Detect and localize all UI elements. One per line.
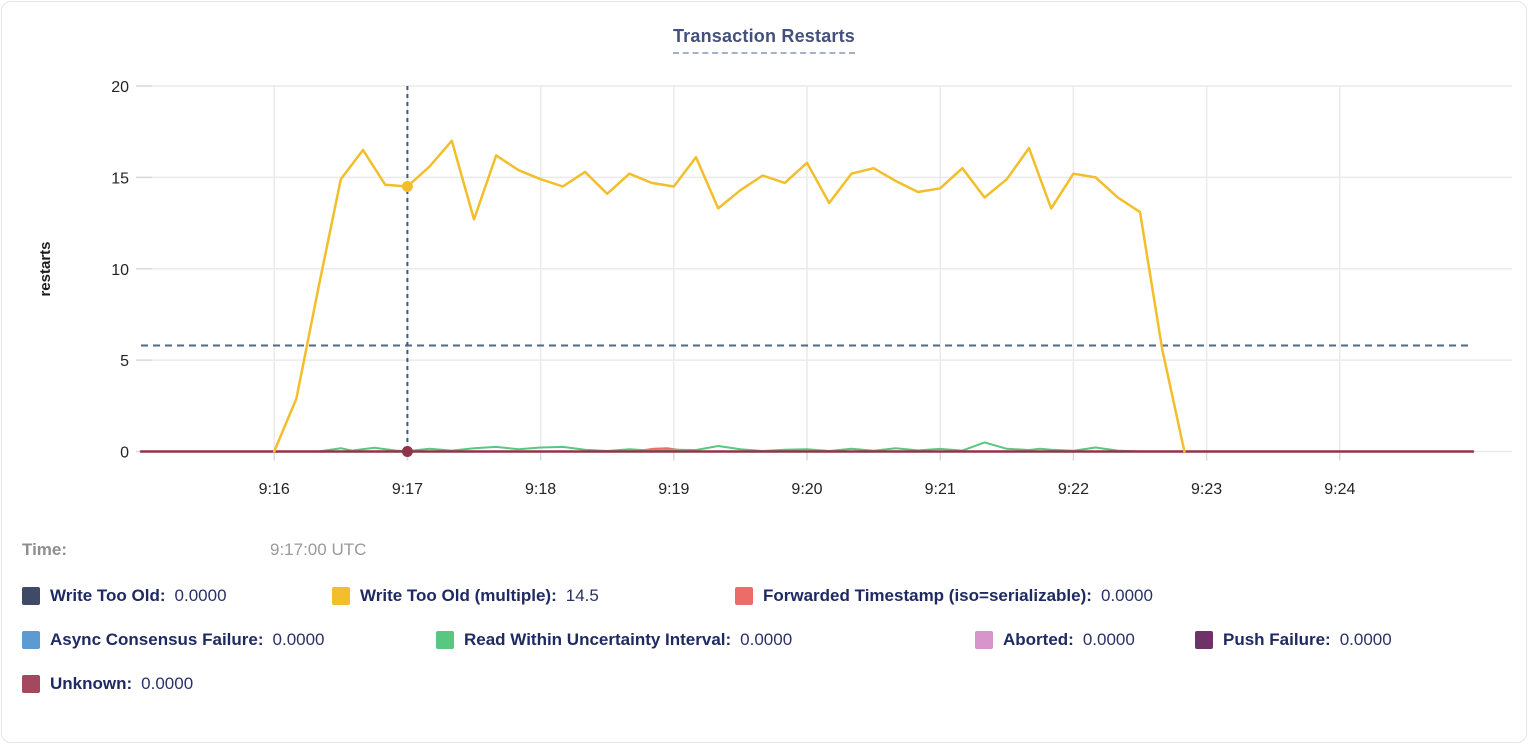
- x-tick-label: 9:22: [1058, 481, 1089, 498]
- legend-swatch-aborted: [975, 631, 993, 649]
- legend-value: 0.0000: [1339, 630, 1392, 649]
- transaction-restarts-chart[interactable]: 0 5 10 15 20 9:16 9:17 9:18 9:19 9:20 9:21 9:22 9:23…: [2, 2, 1528, 522]
- legend-item-read-within-uncertainty-interval: Read Within Uncertainty Interval: 0.0000: [436, 630, 792, 650]
- x-tick-label: 9:18: [525, 481, 556, 498]
- legend-value: 14.5: [565, 586, 599, 605]
- y-tick-label: 5: [120, 353, 129, 370]
- series-line-write-too-old-multiple: [272, 139, 1186, 453]
- legend-row: Async Consensus Failure: 0.0000 Read Withi…: [2, 630, 1526, 660]
- legend-label: Write Too Old (multiple):: [360, 586, 557, 605]
- x-tick-label: 9:24: [1324, 481, 1355, 498]
- time-value: 9:17:00 UTC: [270, 540, 367, 559]
- legend-row: Write Too Old: 0.0000 Write Too Old (multi…: [2, 586, 1526, 616]
- chart-plot-area[interactable]: [141, 86, 1473, 452]
- legend-value: 0.0000: [1100, 586, 1153, 605]
- series-line-read-within-uncertainty-interval: [317, 441, 1141, 453]
- crosshair-dot-write-too-old-multiple: [401, 181, 413, 193]
- y-tick-label: 0: [120, 445, 129, 462]
- legend-label: Forwarded Timestamp (iso=serializable):: [763, 586, 1092, 605]
- legend-item-async-consensus-failure: Async Consensus Failure: 0.0000: [22, 630, 325, 650]
- legend-swatch-async-consensus-failure: [22, 631, 40, 649]
- legend-swatch-push-failure: [1195, 631, 1213, 649]
- legend-swatch-write-too-old-multiple: [332, 587, 350, 605]
- x-tick-label: 9:16: [259, 481, 290, 498]
- legend-item-aborted: Aborted: 0.0000: [975, 630, 1135, 650]
- chart-title-wrap: Transaction Restarts: [2, 26, 1526, 54]
- legend-label: Read Within Uncertainty Interval:: [464, 630, 732, 649]
- time-row: Time: 9:17:00 UTC: [2, 540, 1526, 566]
- y-tick-label: 10: [111, 262, 129, 279]
- legend-label: Write Too Old:: [50, 586, 166, 605]
- legend-label: Push Failure:: [1223, 630, 1331, 649]
- x-tick-label: 9:17: [392, 481, 423, 498]
- legend-item-write-too-old: Write Too Old: 0.0000: [22, 586, 227, 606]
- legend-item-push-failure: Push Failure: 0.0000: [1195, 630, 1392, 650]
- legend-value: 0.0000: [1082, 630, 1135, 649]
- chart-title[interactable]: Transaction Restarts: [672, 26, 856, 54]
- y-axis-label: restarts: [37, 241, 54, 296]
- legend-item-forwarded-timestamp-iso-serializable: Forwarded Timestamp (iso=serializable): 0…: [735, 586, 1153, 606]
- legend-label: Async Consensus Failure:: [50, 630, 264, 649]
- y-tick-label: 15: [111, 170, 129, 187]
- legend-value: 0.0000: [272, 630, 325, 649]
- x-tick-label: 9:21: [925, 481, 956, 498]
- legend-swatch-unknown: [22, 675, 40, 693]
- legend-label: Aborted:: [1003, 630, 1074, 649]
- legend-swatch-forwarded-timestamp-iso-serializable: [735, 587, 753, 605]
- legend-item-write-too-old-multiple: Write Too Old (multiple): 14.5: [332, 586, 599, 606]
- time-label: Time:: [22, 540, 68, 559]
- crosshair-dot-unknown: [401, 446, 413, 457]
- legend-label: Unknown:: [50, 674, 133, 693]
- legend-value: 0.0000: [141, 674, 194, 693]
- legend-swatch-write-too-old: [22, 587, 40, 605]
- x-tick-label: 9:19: [658, 481, 689, 498]
- legend-swatch-read-within-uncertainty-interval: [436, 631, 454, 649]
- legend-value: 0.0000: [174, 586, 227, 605]
- y-tick-label: 20: [111, 79, 129, 96]
- legend-value: 0.0000: [740, 630, 793, 649]
- x-tick-label: 9:23: [1191, 481, 1222, 498]
- legend-item-unknown: Unknown: 0.0000: [22, 674, 193, 694]
- x-tick-label: 9:20: [791, 481, 822, 498]
- legend-row: Unknown: 0.0000: [2, 674, 1526, 704]
